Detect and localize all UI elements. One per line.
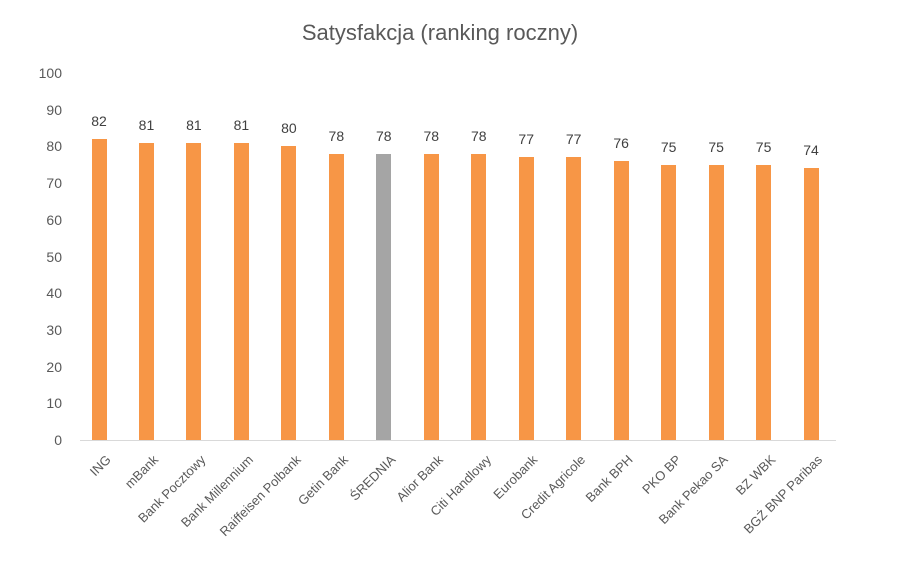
y-tick-label: 10 [46,395,62,412]
data-label: 75 [755,138,772,155]
bar [566,157,582,440]
x-tick-label: Getin Bank [295,452,352,509]
y-tick-label: 60 [46,211,62,228]
y-tick-label: 50 [46,248,62,265]
data-label: 78 [328,127,345,144]
bar [233,142,249,440]
x-tick-label: Raiffeisen Polbank [216,452,304,540]
data-label: 78 [423,127,440,144]
x-tick-label: BZ WBK [732,452,779,498]
data-label: 77 [565,131,582,148]
y-tick-label: 70 [46,175,62,192]
y-tick-label: 0 [54,432,62,448]
bar [661,164,677,440]
x-tick-label: Bank BPH [582,452,636,506]
x-tick-label: mBank [122,452,162,492]
data-label: 81 [233,116,250,133]
data-label: 75 [660,138,677,155]
data-label: 81 [138,116,155,133]
x-tick-label: ŚREDNIA [346,452,399,504]
data-label: 80 [281,120,297,137]
data-label: 76 [613,135,629,152]
y-tick-label: 30 [46,321,62,338]
y-tick-label: 100 [38,65,62,81]
bar [708,164,724,440]
chart-title: Satysfakcja (ranking roczny) [301,20,579,45]
x-axis-line [80,440,836,441]
y-tick-label: 90 [46,101,62,118]
bar [518,157,534,440]
bar [186,142,202,440]
bar [281,146,297,440]
bar [471,153,487,440]
data-label: 74 [803,142,819,159]
bar [328,153,344,440]
y-tick-label: 80 [46,138,62,155]
y-tick-label: 20 [46,358,62,375]
x-tick-label: Eurobank [490,452,541,502]
x-tick-label: PKO BP [638,452,684,497]
bar [423,153,439,440]
bar [91,139,107,440]
y-tick-label: 40 [46,285,62,302]
bar-average [376,153,392,440]
bar [756,164,772,440]
data-label: 78 [470,127,487,144]
bar [803,168,819,440]
data-label: 75 [708,138,724,155]
data-label: 81 [186,116,202,133]
bar [613,161,629,440]
bar [138,142,154,440]
data-label: 78 [376,127,392,144]
data-label: 77 [518,131,534,148]
x-tick-label: ING [86,452,114,479]
data-label: 82 [91,113,107,130]
